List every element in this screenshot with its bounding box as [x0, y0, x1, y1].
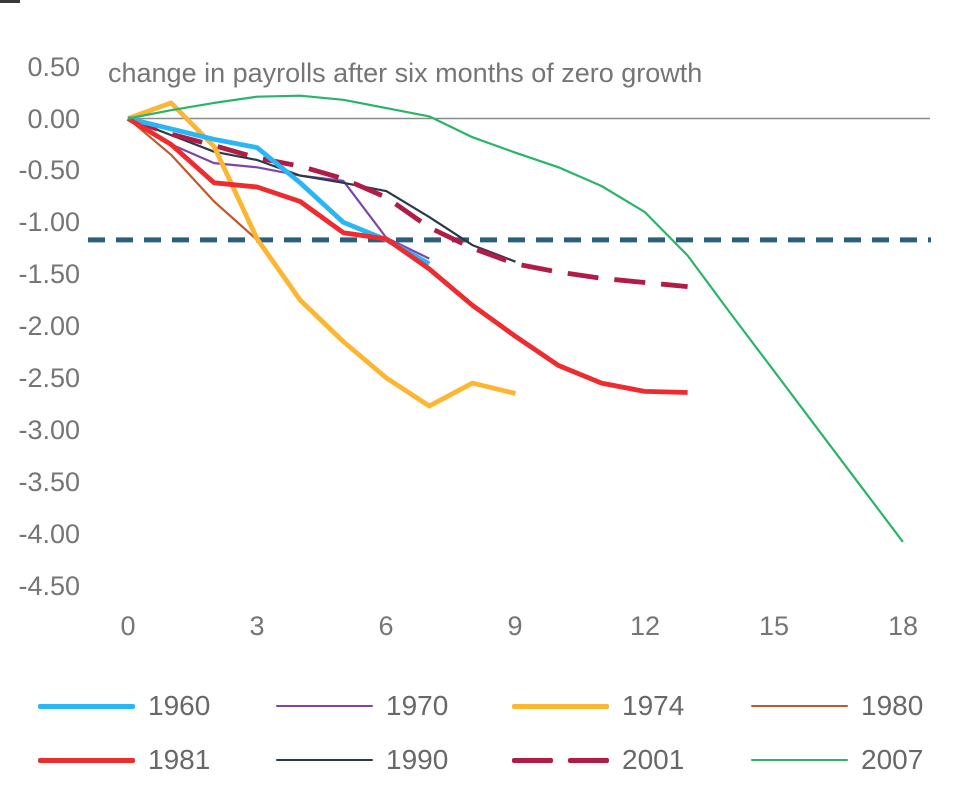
- y-tick-label: -0.50: [18, 155, 80, 185]
- y-tick-label: -2.50: [18, 363, 80, 393]
- legend-swatch-1960: [38, 703, 135, 709]
- y-tick-label: 0.50: [27, 52, 80, 82]
- legend-swatch-2001: [512, 757, 609, 763]
- legend-label-2007: 2007: [861, 744, 924, 775]
- y-tick-label: -2.00: [18, 311, 80, 341]
- top-left-crop-artifact: [0, 0, 20, 3]
- y-tick-label: -3.50: [18, 467, 80, 497]
- legend-label-1974: 1974: [622, 690, 685, 721]
- x-tick-label: 6: [378, 611, 394, 641]
- y-tick-label: -1.00: [18, 207, 80, 237]
- legend-swatch-2007: [751, 758, 848, 762]
- legend-label-1981: 1981: [148, 744, 211, 775]
- y-tick-label: -3.00: [18, 415, 80, 445]
- x-tick-label: 18: [887, 611, 919, 641]
- legend-label-1960: 1960: [148, 690, 211, 721]
- x-tick-label: 3: [249, 611, 265, 641]
- x-tick-label: 15: [758, 611, 790, 641]
- chart-title: change in payrolls after six months of z…: [108, 58, 703, 88]
- legend-swatch-1974: [512, 703, 609, 709]
- y-tick-label: -4.00: [18, 519, 80, 549]
- y-tick-label: -1.50: [18, 259, 80, 289]
- x-tick-label: 12: [629, 611, 661, 641]
- legend-label-1970: 1970: [386, 690, 449, 721]
- y-tick-label: -4.50: [18, 571, 80, 601]
- legend-label-1980: 1980: [861, 690, 924, 721]
- series-line-1990: [127, 117, 516, 263]
- series-line-1974: [127, 100, 517, 409]
- series-line-1981: [126, 116, 688, 395]
- series-line-2007: [127, 94, 904, 543]
- x-tick-label: 9: [507, 611, 523, 641]
- x-tick-label: 0: [120, 611, 136, 641]
- series-line-1980: [127, 117, 258, 241]
- legend-swatch-1970: [276, 704, 373, 708]
- legend-swatch-1981: [38, 757, 135, 763]
- series-line-2001: [127, 116, 688, 289]
- legend-label-2001: 2001: [622, 744, 685, 775]
- y-tick-label: 0.00: [27, 104, 80, 134]
- legend-swatch-1990: [276, 758, 373, 762]
- legend-label-1990: 1990: [386, 744, 449, 775]
- legend-swatch-1980: [751, 704, 848, 708]
- series-line-1970: [127, 117, 430, 260]
